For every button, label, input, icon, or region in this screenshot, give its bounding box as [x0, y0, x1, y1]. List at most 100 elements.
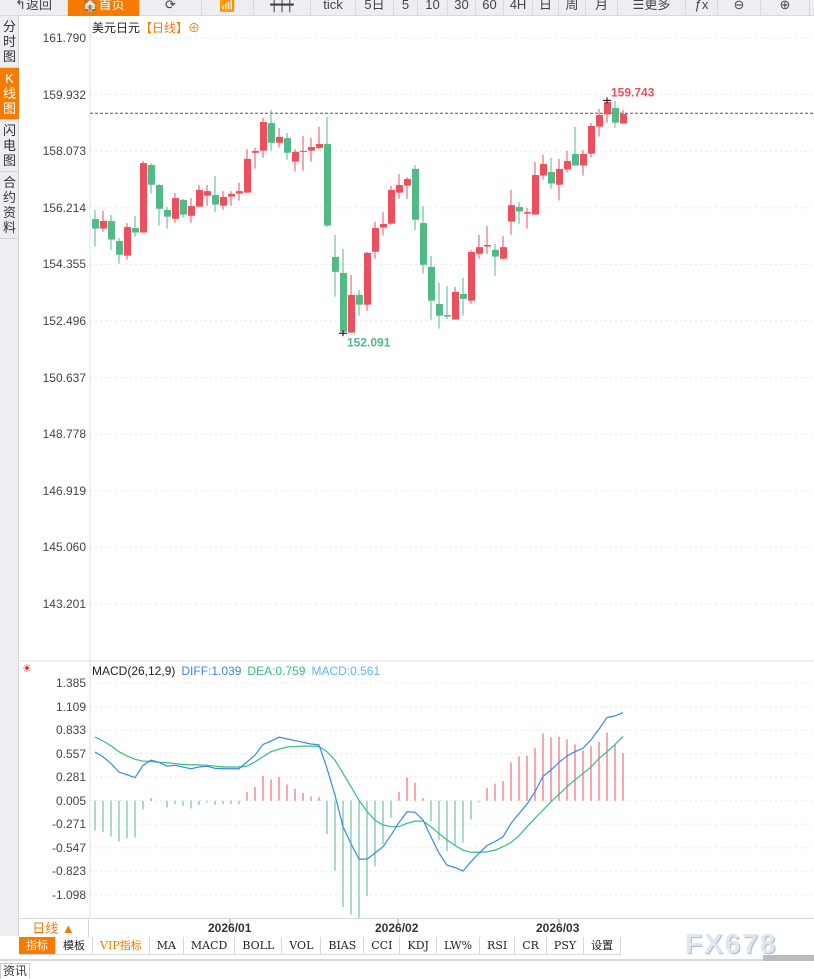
candle-body [164, 209, 171, 217]
indicator-tabs: 指标 模板 VIP指标 MA MACD BOLL VOL BIAS CCI KDJ LW% RSI CR… [19, 937, 622, 955]
candle-body [204, 191, 211, 196]
divider [0, 955, 814, 961]
candle-body [316, 143, 323, 148]
news-tab[interactable]: 资讯 [0, 963, 30, 979]
y-tick-label: 159.932 [42, 87, 86, 102]
period-30min[interactable]: 30 [448, 0, 476, 16]
indicator-tab[interactable]: CR [515, 937, 547, 954]
candle-icon[interactable]: ┿┿┿ [254, 0, 311, 16]
candle-body [420, 223, 427, 265]
diff-line [94, 711, 624, 872]
diff-value: DIFF:1.039 [181, 664, 242, 678]
period-4h[interactable]: 4H [504, 0, 533, 16]
candle-body [516, 206, 523, 212]
macd-y-tick-label: 0.833 [55, 723, 86, 738]
home-button[interactable]: 🏠首页 [68, 0, 140, 16]
indicator-tab[interactable]: LW% [437, 937, 481, 954]
side-tab[interactable]: 分时图 [0, 16, 19, 68]
candle-body [540, 164, 547, 176]
indicator-tab[interactable]: 指标 [19, 937, 56, 954]
indicator-tab[interactable]: PSY [547, 937, 585, 954]
candle-body [308, 146, 315, 151]
candle-body [484, 245, 491, 247]
high-price-label: 159.743 [611, 85, 655, 99]
candle-body [324, 143, 331, 226]
period-month[interactable]: 月 [586, 0, 618, 16]
side-tab[interactable]: K线图 [0, 68, 19, 120]
x-tick-label: 2026/02 [375, 921, 419, 935]
candle-body [172, 198, 179, 219]
indicator-tab[interactable]: VOL [282, 937, 322, 954]
zoom-out-button[interactable]: ⊖ [718, 0, 761, 16]
chart-title: 美元日元【日线】⊕ [92, 19, 200, 36]
indicator-tab[interactable]: MACD [184, 937, 236, 954]
indicator-tab[interactable]: 模板 [56, 937, 93, 954]
candle-body [132, 227, 139, 233]
y-tick-label: 161.790 [42, 31, 86, 45]
candle-body [356, 294, 363, 305]
zoom-in-button[interactable]: ⊕ [761, 0, 810, 16]
candle-body [244, 158, 251, 193]
high-marker [603, 97, 611, 104]
macd-title: MACD(26,12,9) [92, 664, 176, 678]
indicator-tab[interactable]: RSI [480, 937, 516, 954]
side-tab[interactable]: 合约资料 [0, 172, 19, 239]
candle-body [460, 294, 467, 299]
candle-body [620, 114, 627, 124]
y-tick-label: 148.778 [42, 427, 86, 442]
indicator-tab[interactable]: KDJ [400, 937, 437, 954]
candle-body [92, 219, 99, 229]
period-selector[interactable]: 日线 ▲ [19, 919, 89, 938]
candle-body [188, 206, 195, 216]
candle-body [212, 195, 219, 205]
candle-body [388, 189, 395, 224]
indicator-tab[interactable]: CCI [364, 937, 401, 954]
candle-body [260, 122, 267, 151]
candle-body [580, 153, 587, 166]
indicator-tab[interactable]: 设置 [584, 937, 622, 954]
candle-body [492, 249, 499, 257]
candle-body [156, 185, 163, 209]
period-5min[interactable]: 5 [394, 0, 418, 16]
candle-body [380, 223, 387, 228]
indicator-tab[interactable]: BIAS [321, 937, 365, 954]
period-60min[interactable]: 60 [476, 0, 504, 16]
candle-body [124, 227, 131, 256]
period-10min[interactable]: 10 [418, 0, 448, 16]
period-tick[interactable]: tick [311, 0, 356, 16]
period-day[interactable]: 日 [533, 0, 559, 16]
refresh-button[interactable]: ⟳ [140, 0, 202, 16]
x-tick-label: 2026/01 [208, 921, 252, 935]
period-5day[interactable]: 5日 [356, 0, 394, 16]
macd-y-tick-label: -0.271 [51, 817, 86, 832]
add-overlay-icon[interactable]: ⊕ [188, 21, 201, 35]
back-button[interactable]: ↰返回 [0, 0, 68, 16]
candle-body [292, 151, 299, 162]
candle-body [500, 247, 507, 259]
candle-body [140, 163, 147, 233]
candle-body [412, 168, 419, 220]
y-tick-label: 154.355 [42, 257, 86, 272]
candle-body [428, 266, 435, 301]
dea-value: DEA:0.759 [247, 664, 306, 678]
macd-header: MACD(26,12,9) DIFF:1.039 DEA:0.759 MACD:0.5… [92, 664, 386, 678]
period-week[interactable]: 周 [559, 0, 586, 16]
candle-body [556, 168, 563, 185]
side-tab[interactable]: 闪电图 [0, 120, 19, 172]
indicator-tab[interactable]: VIP指标 [93, 937, 150, 954]
candle-body [116, 241, 123, 255]
candle-body [452, 291, 459, 320]
formula-button[interactable]: ƒx [686, 0, 718, 16]
chart-type-icon[interactable]: 📶 [202, 0, 254, 16]
indicator-tab[interactable]: BOLL [235, 937, 283, 954]
more-button[interactable]: ☰更多 [618, 0, 686, 16]
macd-y-tick-label: 1.385 [55, 676, 86, 691]
scrollbar[interactable] [763, 955, 814, 961]
indicator-settings-icon[interactable]: ☀ [22, 663, 32, 675]
indicator-tab[interactable]: MA [150, 937, 184, 954]
candle-body [268, 122, 275, 143]
candle-body [468, 252, 475, 301]
macd-y-tick-label: 0.281 [55, 770, 86, 785]
y-tick-label: 145.060 [42, 540, 86, 555]
